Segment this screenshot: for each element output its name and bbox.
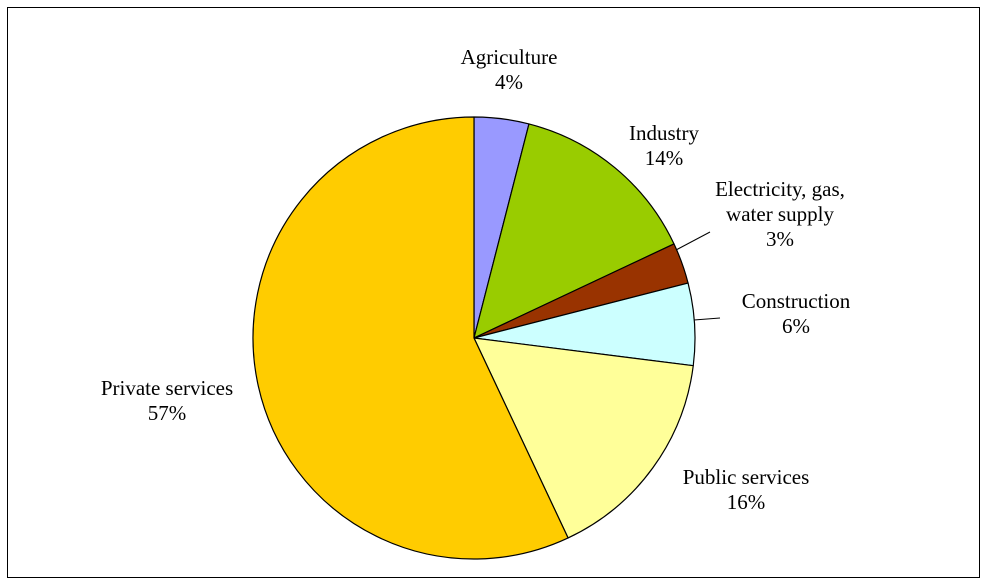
- data-label-name-construction: Construction: [742, 289, 851, 313]
- pie-slice-industry: [473, 123, 675, 339]
- data-label-name-electricity-gas-water-supply: Electricity, gas,: [715, 177, 845, 201]
- data-label-name-public-services: Public services: [683, 465, 810, 489]
- data-label-value-agriculture: 4%: [495, 70, 523, 94]
- data-label-value-electricity-gas-water-supply: 3%: [766, 227, 794, 251]
- data-label-name-electricity-gas-water-supply: water supply: [726, 202, 834, 226]
- data-label-value-industry: 14%: [645, 146, 684, 170]
- data-label-value-construction: 6%: [782, 314, 810, 338]
- data-label-value-private-services: 57%: [148, 401, 187, 425]
- leader-line-electricity-gas-water-supply: [675, 231, 711, 251]
- pie-slice-private-services: [252, 116, 569, 560]
- data-label-name-agriculture: Agriculture: [461, 45, 558, 69]
- data-label-value-public-services: 16%: [727, 490, 766, 514]
- data-label-name-industry: Industry: [629, 121, 699, 145]
- pie-slice-public-services: [473, 337, 694, 539]
- data-label-name-private-services: Private services: [101, 376, 233, 400]
- leader-line-construction: [693, 317, 721, 321]
